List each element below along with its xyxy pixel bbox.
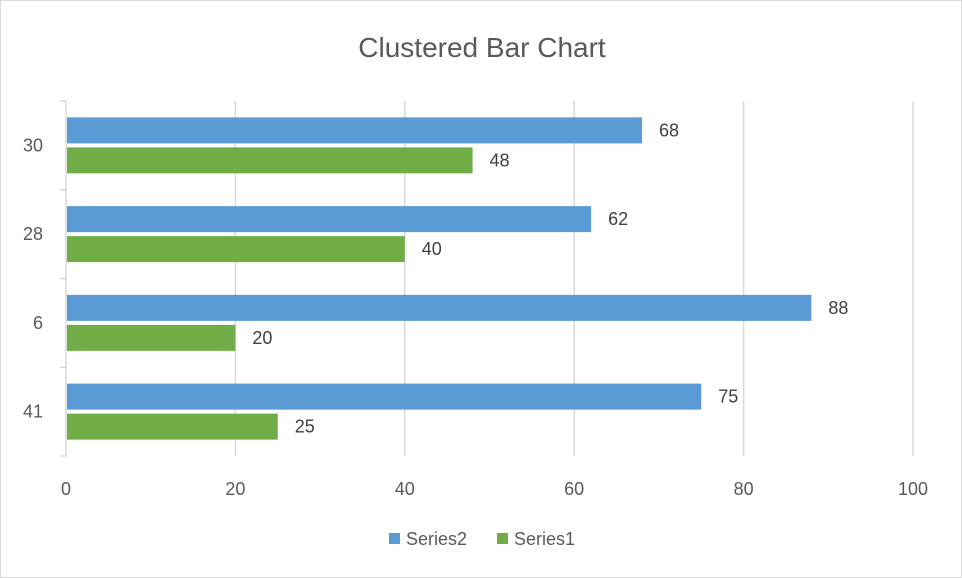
data-label: 68	[659, 120, 679, 140]
bar-series2-6	[67, 294, 812, 321]
bar-series1-6	[67, 324, 236, 351]
y-category-label: 28	[23, 224, 43, 244]
legend: Series2 Series1	[389, 529, 575, 549]
legend-label: Series2	[406, 529, 467, 549]
x-tick-label: 60	[564, 479, 584, 499]
y-category-label: 30	[23, 135, 43, 155]
x-tick-label: 0	[61, 479, 71, 499]
y-category-label: 6	[33, 313, 43, 333]
legend-swatch-series2	[389, 533, 400, 544]
x-tick-label: 40	[395, 479, 415, 499]
data-label: 88	[828, 298, 848, 318]
x-tick-label: 20	[225, 479, 245, 499]
data-labels: 68 48 62 40 88 20 75 25	[252, 120, 848, 436]
bars	[67, 117, 812, 440]
bar-series2-28	[67, 206, 592, 233]
x-tick-label: 80	[734, 479, 754, 499]
data-label: 40	[422, 239, 442, 259]
data-label: 75	[718, 387, 738, 407]
legend-swatch-series1	[497, 533, 508, 544]
bar-series2-41	[67, 383, 702, 410]
bar-series1-41	[67, 413, 278, 440]
chart-title: Clustered Bar Chart	[358, 32, 606, 63]
data-label: 20	[252, 328, 272, 348]
x-axis-ticks: 0 20 40 60 80 100	[61, 479, 928, 499]
bar-series1-30	[67, 147, 473, 174]
data-label: 48	[490, 150, 510, 170]
legend-label: Series1	[514, 529, 575, 549]
x-tick-label: 100	[898, 479, 928, 499]
data-label: 62	[608, 209, 628, 229]
bar-series2-30	[67, 117, 642, 144]
data-label: 25	[295, 417, 315, 437]
y-category-label: 41	[23, 402, 43, 422]
bar-series1-28	[67, 236, 405, 263]
y-axis-categories: 30 28 6 41	[23, 135, 43, 421]
